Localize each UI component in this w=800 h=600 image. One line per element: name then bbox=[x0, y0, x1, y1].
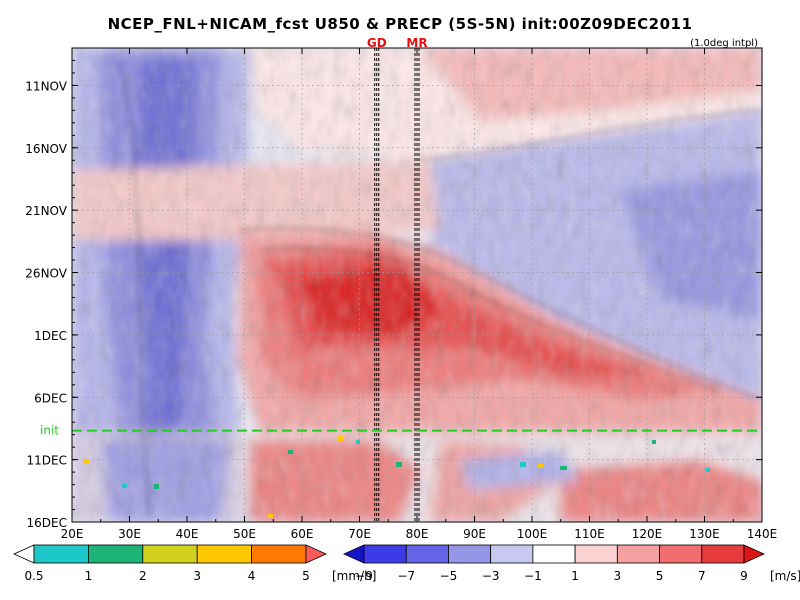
y-tick-label: 6DEC bbox=[34, 391, 67, 405]
precip-swatch bbox=[88, 544, 144, 564]
x-tick-label: 20E bbox=[61, 527, 84, 541]
x-tick-label: 50E bbox=[233, 527, 256, 541]
station-lines: GD MR bbox=[367, 36, 428, 522]
precip-label: 2 bbox=[139, 569, 147, 583]
u850-label: −1 bbox=[524, 569, 542, 583]
x-axis: 20E 30E 40E 50E 60E 70E 80E 90E 100E 110E 120E 130E… bbox=[61, 48, 778, 541]
precip-swatch bbox=[251, 544, 307, 564]
u850-swatch bbox=[574, 544, 618, 564]
u850-label: 5 bbox=[656, 569, 664, 583]
u850-swatch bbox=[743, 544, 765, 564]
u850-swatch bbox=[616, 544, 660, 564]
u850-unit: [m/s] bbox=[770, 569, 800, 583]
x-tick-label: 140E bbox=[747, 527, 778, 541]
u850-label: 1 bbox=[571, 569, 579, 583]
y-tick-label: 26NOV bbox=[25, 267, 67, 281]
u850-swatch bbox=[343, 544, 365, 564]
u850-label: −9 bbox=[355, 569, 373, 583]
x-tick-label: 70E bbox=[348, 527, 371, 541]
precip-label: 0.5 bbox=[24, 569, 43, 583]
station-label-mr: MR bbox=[406, 36, 427, 50]
precip-label: 3 bbox=[193, 569, 201, 583]
precip-swatch bbox=[142, 544, 198, 564]
u850-swatch bbox=[448, 544, 492, 564]
u850-swatch bbox=[405, 544, 449, 564]
u850-swatch bbox=[490, 544, 534, 564]
init-label: init bbox=[40, 424, 59, 438]
precip-unit: [mm/h] bbox=[332, 569, 376, 583]
x-tick-label: 110E bbox=[574, 527, 605, 541]
u850-swatch bbox=[363, 544, 407, 564]
y-tick-label: 11DEC bbox=[27, 454, 67, 468]
u850-swatch bbox=[532, 544, 576, 564]
x-tick-label: 80E bbox=[406, 527, 429, 541]
precip-swatch bbox=[196, 544, 252, 564]
x-tick-label: 90E bbox=[463, 527, 486, 541]
u850-swatch bbox=[659, 544, 703, 564]
u850-label: −3 bbox=[482, 569, 500, 583]
u850-label: 7 bbox=[698, 569, 706, 583]
x-tick-label: 100E bbox=[517, 527, 548, 541]
x-tick-label: 60E bbox=[291, 527, 314, 541]
precip-label: 5 bbox=[302, 569, 310, 583]
y-tick-label: 16NOV bbox=[25, 142, 67, 156]
y-tick-label: 1DEC bbox=[34, 329, 67, 343]
interpolation-note: (1.0deg intpl) bbox=[690, 38, 758, 49]
u850-colorbar: −9 −7 −5 −3 −1 1 3 5 7 9 [m/s] bbox=[343, 544, 800, 583]
precip-colorbar: 0.5 1 2 3 4 5 [mm/h] bbox=[13, 544, 376, 583]
u850-label: 9 bbox=[740, 569, 748, 583]
u850-label: 3 bbox=[614, 569, 622, 583]
precip-swatch bbox=[305, 544, 327, 564]
u850-label: −5 bbox=[440, 569, 458, 583]
precip-swatch bbox=[13, 544, 35, 564]
y-tick-label: 21NOV bbox=[25, 204, 67, 218]
precip-label: 1 bbox=[85, 569, 93, 583]
chart-title: NCEP_FNL+NICAM_fcst U850 & PRECP (5S-5N)… bbox=[108, 15, 693, 33]
precip-label: 4 bbox=[248, 569, 256, 583]
precip-speckles bbox=[84, 436, 710, 518]
x-tick-label: 40E bbox=[176, 527, 199, 541]
x-tick-label: 130E bbox=[689, 527, 720, 541]
station-label-gd: GD bbox=[367, 36, 387, 50]
u850-swatch bbox=[701, 544, 745, 564]
y-tick-label: 11NOV bbox=[25, 79, 67, 93]
u850-label: −7 bbox=[397, 569, 415, 583]
y-axis: 11NOV 16NOV 21NOV 26NOV 1DEC 6DEC 11DEC 16DEC bbox=[25, 59, 762, 530]
y-tick-label: 16DEC bbox=[27, 516, 67, 530]
x-tick-label: 120E bbox=[632, 527, 663, 541]
x-tick-label: 30E bbox=[118, 527, 141, 541]
precip-swatch bbox=[33, 544, 89, 564]
